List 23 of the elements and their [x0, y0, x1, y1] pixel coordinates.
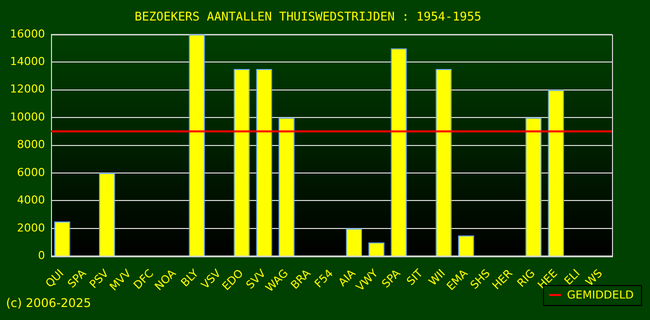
x-tick-label: RIG	[514, 266, 538, 290]
y-tick-label: 8000	[16, 138, 45, 152]
x-tick-label: BRA	[288, 266, 314, 292]
y-tick-label: 16000	[10, 27, 45, 40]
x-tick-label: F54	[312, 266, 336, 290]
y-tick-label: 4000	[16, 194, 45, 207]
x-tick-label: ELI	[562, 266, 582, 288]
y-tick-label: 2000	[16, 221, 45, 234]
x-tick-label: BLY	[178, 266, 202, 290]
x-tick-label: SPA	[65, 266, 90, 290]
x-tick-label: SPA	[379, 266, 404, 290]
chart-title: BEZOEKERS AANTALLEN THUISWEDSTRIJDEN : 1954-1955	[134, 9, 482, 24]
x-tick-label: WS	[583, 266, 605, 289]
x-tick-label: QUI	[43, 266, 66, 290]
x-tick-label: WII	[426, 266, 448, 288]
y-tick-label: 6000	[16, 166, 45, 179]
legend-label: GEMIDDELD	[567, 288, 634, 302]
x-tick-label: SIT	[404, 266, 426, 288]
y-tick-label: 0	[38, 249, 45, 262]
y-tick-label: 10000	[10, 110, 45, 124]
y-tick-label: 12000	[10, 82, 45, 96]
text: (c) 2006-2025	[6, 296, 92, 310]
y-tick-label: 14000	[10, 54, 45, 68]
